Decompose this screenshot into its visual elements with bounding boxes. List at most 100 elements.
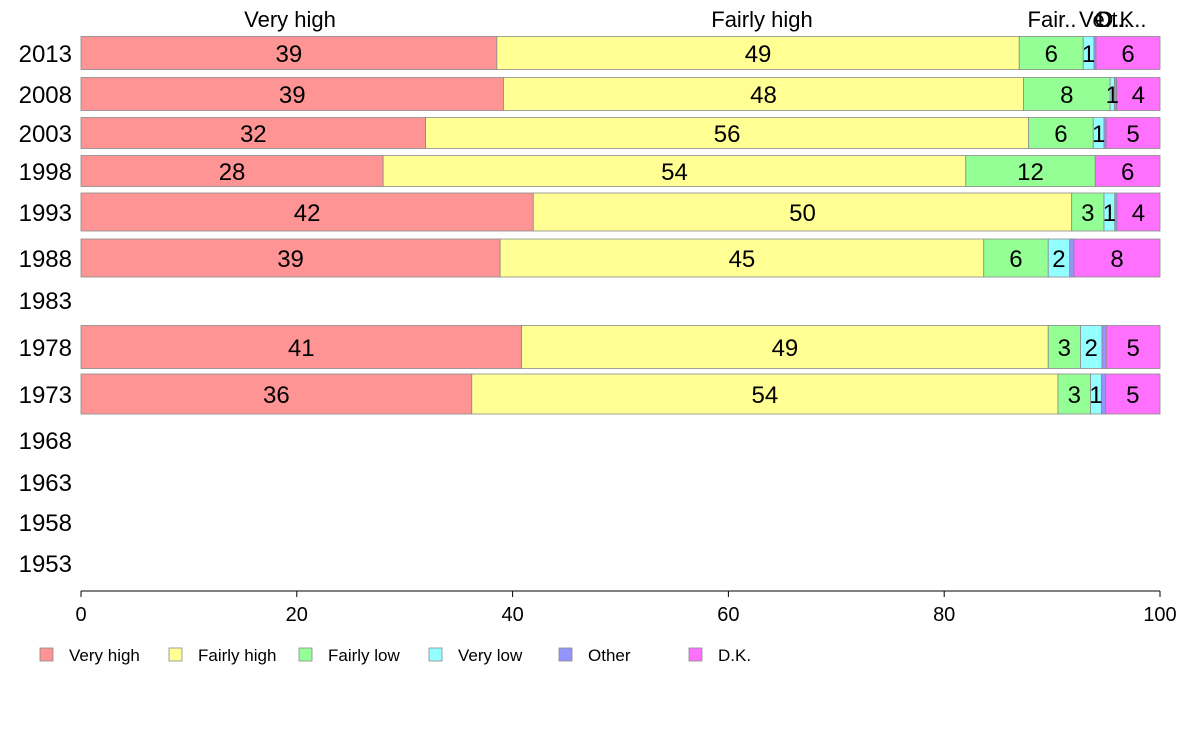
x-tick-label-100: 100 <box>1143 604 1176 626</box>
bar-2003-very-high <box>80 117 426 149</box>
bar-2013-d-k- <box>1095 36 1161 70</box>
value-label-1993-very-high: 42 <box>294 200 321 227</box>
value-label-1998-fairly-high: 54 <box>661 159 688 186</box>
bar-1978-very-high <box>80 325 523 369</box>
top-label-5: D.K.. <box>1098 7 1147 32</box>
bar-1973-fairly-high <box>471 373 1059 415</box>
value-label-2008-d-k-: 4 <box>1132 82 1145 109</box>
bar-1998-fairly-high <box>382 155 967 187</box>
value-label-2003-fairly-low: 6 <box>1054 121 1067 148</box>
bar-2008-fairly-high <box>503 77 1024 111</box>
legend-swatch-d-k- <box>688 647 703 662</box>
bar-2003-fairly-low <box>1028 117 1094 149</box>
legend-swatch-very-high <box>39 647 54 662</box>
value-label-1998-d-k-: 6 <box>1121 159 1134 186</box>
year-label-2008: 2008 <box>19 82 72 109</box>
bar-1998-very-high <box>80 155 384 187</box>
year-label-1998: 1998 <box>19 159 72 186</box>
year-label-1993: 1993 <box>19 200 72 227</box>
bar-2008-very-high <box>80 77 504 111</box>
year-label-1963: 1963 <box>19 470 72 497</box>
value-label-1978-fairly-low: 3 <box>1058 335 1071 362</box>
year-label-2013: 2013 <box>19 41 72 68</box>
value-label-2008-fairly-high: 48 <box>750 82 777 109</box>
value-label-2003-very-high: 32 <box>240 121 267 148</box>
bar-2003-d-k- <box>1105 117 1161 149</box>
value-label-1998-very-high: 28 <box>219 159 246 186</box>
legend-swatch-fairly-low <box>298 647 313 662</box>
year-label-1958: 1958 <box>19 510 72 537</box>
value-label-2003-fairly-high: 56 <box>714 121 741 148</box>
value-label-1978-d-k-: 5 <box>1126 335 1139 362</box>
value-label-2013-d-k-: 6 <box>1121 41 1134 68</box>
value-label-1993-d-k-: 4 <box>1132 200 1145 227</box>
legend-label-very-high: Very high <box>69 646 140 665</box>
value-label-2013-very-high: 39 <box>276 41 303 68</box>
bar-1988-d-k- <box>1073 238 1161 278</box>
x-axis: 0 20 40 60 80 100 <box>75 590 1177 626</box>
legend-swatch-very-low <box>428 647 443 662</box>
top-label-0: Very high <box>244 7 336 32</box>
bar-2013-very-high <box>80 36 498 70</box>
x-tick-label-40: 40 <box>501 604 523 626</box>
legend-label-other: Other <box>588 646 631 665</box>
value-label-2013-fairly-low: 6 <box>1045 41 1058 68</box>
legend-label-fairly-high: Fairly high <box>198 646 276 665</box>
bar-1973-very-high <box>80 373 473 415</box>
bar-1993-d-k- <box>1116 192 1161 232</box>
legend-swatch-other <box>558 647 573 662</box>
value-label-1988-fairly-high: 45 <box>729 246 756 273</box>
bar-1988-fairly-low <box>983 238 1049 278</box>
value-label-2003-d-k-: 5 <box>1126 121 1139 148</box>
value-label-2013-fairly-high: 49 <box>745 41 772 68</box>
x-tick-label-20: 20 <box>286 604 308 626</box>
value-label-1978-very-low: 2 <box>1085 335 1098 362</box>
x-tick-label-0: 0 <box>75 604 86 626</box>
year-label-2003: 2003 <box>19 121 72 148</box>
value-label-1988-fairly-low: 6 <box>1009 246 1022 273</box>
x-tick-label-60: 60 <box>717 604 739 626</box>
value-label-1978-fairly-high: 49 <box>772 335 799 362</box>
value-label-1993-very-low: 1 <box>1103 200 1116 227</box>
value-label-2013-very-low: 1 <box>1082 41 1095 68</box>
value-label-2003-very-low: 1 <box>1092 121 1105 148</box>
bar-1978-d-k- <box>1105 325 1161 369</box>
value-label-2008-fairly-low: 8 <box>1060 82 1073 109</box>
year-axis-labels: 2013 2008 2003 1998 1993 1988 1983 1978 1973 1968… <box>19 41 72 578</box>
bar-1978-other <box>1101 325 1107 369</box>
bar-1978-fairly-high <box>521 325 1049 369</box>
bar-1973-d-k- <box>1105 373 1161 415</box>
value-label-2008-very-low: 1 <box>1106 82 1119 109</box>
legend-label-d-k-: D.K. <box>718 646 751 665</box>
value-label-1993-fairly-high: 50 <box>789 200 816 227</box>
value-label-1973-very-low: 1 <box>1089 382 1102 409</box>
value-label-1973-d-k-: 5 <box>1126 382 1139 409</box>
value-label-1973-very-high: 36 <box>263 382 290 409</box>
year-label-1968: 1968 <box>19 428 72 455</box>
legend: Very high Fairly high Fairly low Very low Ot… <box>39 646 751 665</box>
bar-1993-fairly-low <box>1071 192 1105 232</box>
top-label-3: Ve.. <box>1079 7 1117 32</box>
x-tick-label-80: 80 <box>933 604 955 626</box>
value-label-1993-fairly-low: 3 <box>1081 200 1094 227</box>
year-label-1978: 1978 <box>19 335 72 362</box>
top-label-4: Ot.. <box>1094 7 1129 32</box>
value-label-1998-fairly-low: 12 <box>1017 159 1044 186</box>
value-label-1973-fairly-high: 54 <box>752 382 779 409</box>
year-label-1983: 1983 <box>19 288 72 315</box>
bar-2003-fairly-high <box>425 117 1030 149</box>
segment-value-labels: 39 49 6 1 639 48 8 1 432 56 6 1 528 54 12 642 50 3 1 439 45 6… <box>219 41 1145 409</box>
bar-1998-d-k- <box>1094 155 1161 187</box>
bar-1988-other <box>1069 238 1075 278</box>
legend-label-very-low: Very low <box>458 646 523 665</box>
bar-1998-fairly-low <box>965 155 1096 187</box>
year-label-1953: 1953 <box>19 551 72 578</box>
legend-swatch-fairly-high <box>168 647 183 662</box>
bar-1993-fairly-high <box>532 192 1073 232</box>
value-label-2008-very-high: 39 <box>279 82 306 109</box>
top-label-2: Fair.. <box>1028 7 1077 32</box>
value-label-1973-fairly-low: 3 <box>1068 382 1081 409</box>
value-label-1988-very-low: 2 <box>1052 246 1065 273</box>
bar-1993-very-high <box>80 192 534 232</box>
